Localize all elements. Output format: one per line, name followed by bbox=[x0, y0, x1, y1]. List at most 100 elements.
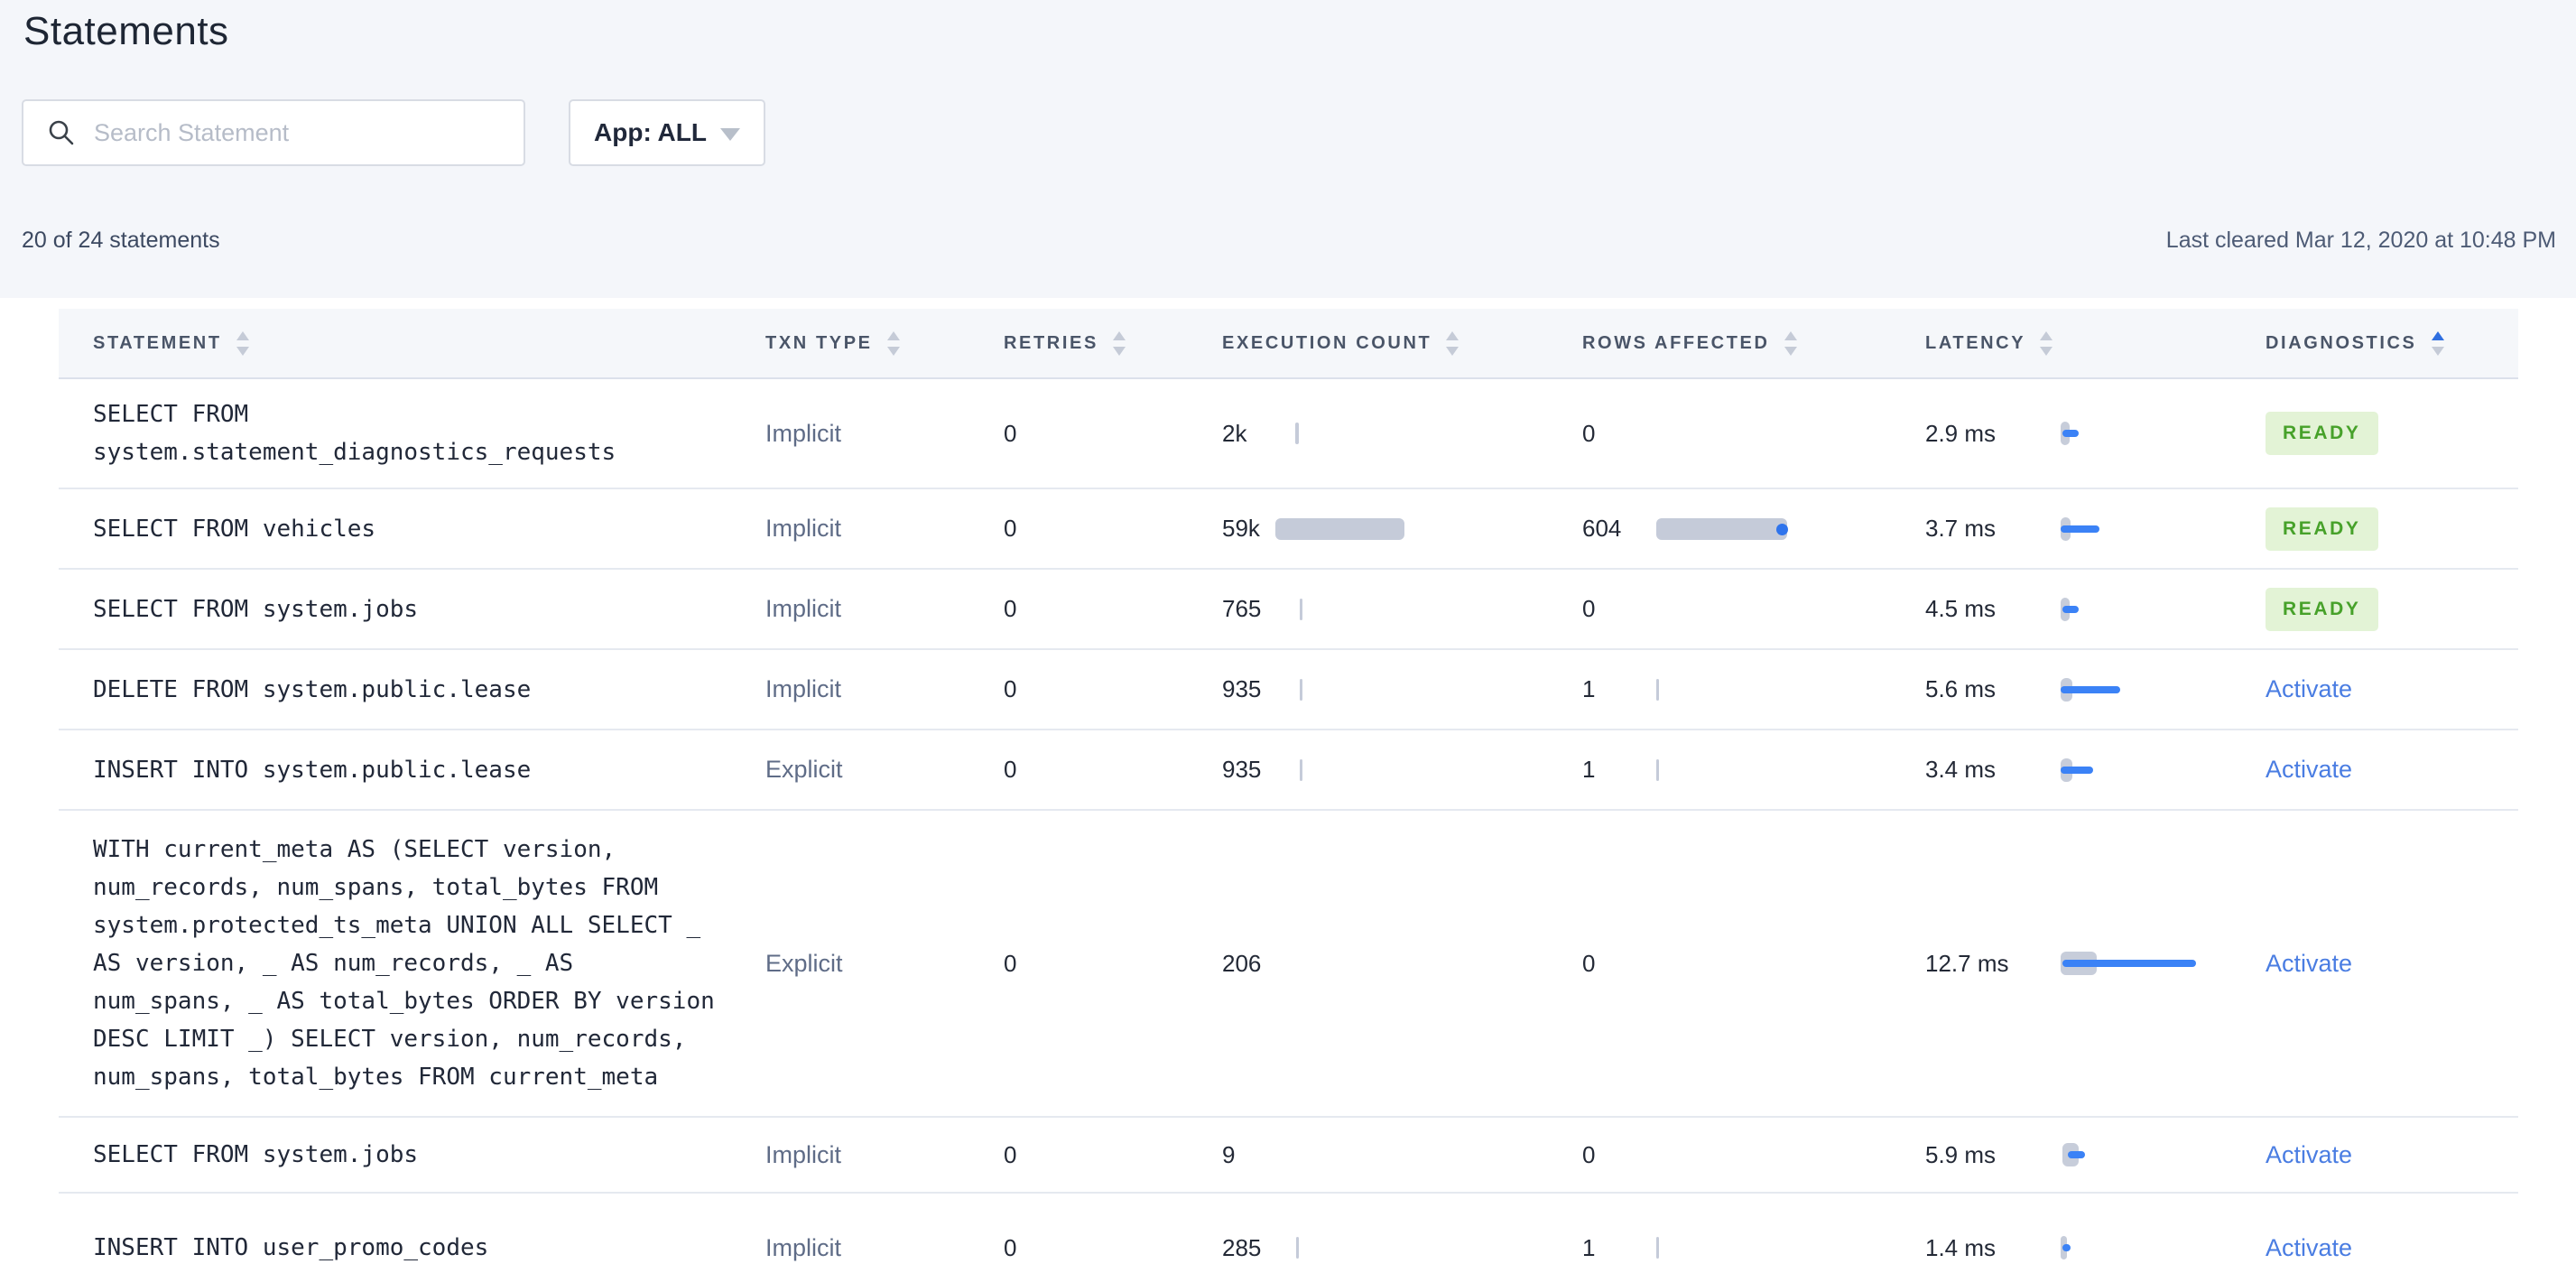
statement-text[interactable]: SELECT FROM vehicles bbox=[93, 515, 376, 543]
column-header-rows-affected[interactable]: ROWS AFFECTED bbox=[1548, 309, 1877, 377]
statement-text[interactable]: SELECT FROM system.statement_diagnostics… bbox=[93, 401, 616, 466]
sort-toggle[interactable] bbox=[1446, 330, 1459, 356]
rows-affected-value: 0 bbox=[1582, 419, 1596, 447]
sort-asc-icon bbox=[1446, 330, 1459, 340]
execution-count-stddev-marker bbox=[1300, 758, 1302, 781]
statement-text[interactable]: SELECT FROM system.jobs bbox=[93, 595, 419, 623]
search-input[interactable] bbox=[94, 118, 514, 147]
sort-toggle[interactable] bbox=[1784, 330, 1797, 356]
sort-toggle[interactable] bbox=[236, 330, 249, 356]
column-header-label: RETRIES bbox=[1004, 332, 1098, 353]
table-meta-row: 20 of 24 statements Last cleared Mar 12,… bbox=[22, 228, 2556, 254]
latency-mean-bar bbox=[2061, 685, 2120, 693]
rows-affected-cell: 1 bbox=[1548, 650, 1877, 729]
latency-mean-bar bbox=[2062, 1244, 2071, 1251]
txn-type-value: Implicit bbox=[765, 1233, 842, 1261]
execution-count-cell: 765 bbox=[1182, 570, 1548, 648]
execution-count-value: 765 bbox=[1222, 595, 1262, 622]
retries-value: 0 bbox=[1004, 595, 1017, 622]
sort-desc-icon bbox=[886, 346, 900, 356]
execution-count-barchart bbox=[1275, 419, 1411, 448]
retries-cell: 0 bbox=[970, 811, 1182, 1116]
sort-toggle[interactable] bbox=[1112, 330, 1126, 356]
page-title: Statements bbox=[23, 9, 229, 53]
activate-diagnostics-link[interactable]: Activate bbox=[2266, 1233, 2353, 1261]
column-header-diagnostics[interactable]: DIAGNOSTICS bbox=[2202, 309, 2518, 377]
sort-desc-icon bbox=[2431, 346, 2444, 356]
sort-toggle[interactable] bbox=[2431, 330, 2444, 356]
rows-affected-value: 1 bbox=[1582, 675, 1596, 702]
column-header-execution-count[interactable]: EXECUTION COUNT bbox=[1182, 309, 1548, 377]
rows-affected-stddev-dot bbox=[1776, 523, 1788, 535]
sort-toggle[interactable] bbox=[2040, 330, 2053, 356]
activate-diagnostics-link[interactable]: Activate bbox=[2266, 949, 2353, 977]
execution-count-value: 285 bbox=[1222, 1233, 1262, 1261]
rows-affected-cell: 0 bbox=[1548, 1118, 1877, 1192]
diagnostics-cell: READY bbox=[2202, 570, 2518, 648]
rows-affected-cell: 1 bbox=[1548, 1194, 1877, 1264]
statement-text[interactable]: INSERT INTO user_promo_codes bbox=[93, 1234, 489, 1261]
latency-cell: 12.7 ms bbox=[1877, 811, 2202, 1116]
statement-text[interactable]: INSERT INTO system.public.lease bbox=[93, 756, 532, 784]
txn-type-value: Explicit bbox=[765, 756, 843, 783]
latency-cell: 5.9 ms bbox=[1877, 1118, 2202, 1192]
column-header-statement[interactable]: STATEMENT bbox=[59, 309, 749, 377]
rows-affected-stddev-marker bbox=[1656, 758, 1659, 781]
execution-count-barchart bbox=[1275, 756, 1411, 785]
column-header-latency[interactable]: LATENCY bbox=[1877, 309, 2202, 377]
txn-type-cell: Implicit bbox=[749, 650, 970, 729]
activate-diagnostics-link[interactable]: Activate bbox=[2266, 675, 2353, 702]
latency-barchart bbox=[2061, 515, 2202, 544]
rows-affected-stddev-marker bbox=[1656, 1237, 1659, 1259]
execution-count-stddev-marker bbox=[1296, 1237, 1299, 1259]
column-header-label: LATENCY bbox=[1925, 332, 2026, 353]
statement-text[interactable]: DELETE FROM system.public.lease bbox=[93, 675, 532, 703]
rows-affected-value: 1 bbox=[1582, 1233, 1596, 1261]
sort-toggle[interactable] bbox=[886, 330, 900, 356]
column-header-txn-type[interactable]: TXN TYPE bbox=[749, 309, 970, 377]
retries-cell: 0 bbox=[970, 570, 1182, 648]
statement-cell: SELECT FROM system.jobs bbox=[59, 570, 749, 648]
sort-asc-icon bbox=[2431, 330, 2444, 340]
sort-desc-icon bbox=[1784, 346, 1797, 356]
sort-asc-icon bbox=[886, 330, 900, 340]
txn-type-value: Implicit bbox=[765, 1140, 842, 1168]
rows-affected-barchart bbox=[1656, 595, 1792, 624]
rows-affected-value: 604 bbox=[1582, 515, 1622, 542]
sort-asc-icon bbox=[1112, 330, 1126, 340]
execution-count-barchart bbox=[1275, 1140, 1411, 1169]
execution-count-value: 935 bbox=[1222, 756, 1262, 783]
sort-desc-icon bbox=[236, 346, 249, 356]
latency-value: 2.9 ms bbox=[1925, 419, 1997, 447]
column-header-label: TXN TYPE bbox=[765, 332, 873, 353]
diagnostics-cell: READY bbox=[2202, 489, 2518, 568]
rows-affected-barchart bbox=[1656, 949, 1792, 978]
retries-value: 0 bbox=[1004, 756, 1017, 783]
statement-text[interactable]: WITH current_meta AS (SELECT version, nu… bbox=[93, 836, 715, 1091]
txn-type-value: Explicit bbox=[765, 949, 843, 977]
txn-type-cell: Explicit bbox=[749, 730, 970, 809]
rows-affected-barchart bbox=[1656, 515, 1792, 544]
app-filter-dropdown[interactable]: App: ALL bbox=[569, 99, 765, 166]
execution-count-cell: 9 bbox=[1182, 1118, 1548, 1192]
sort-desc-icon bbox=[1446, 346, 1459, 356]
rows-affected-barchart bbox=[1656, 675, 1792, 704]
execution-count-barchart bbox=[1275, 595, 1411, 624]
activate-diagnostics-link[interactable]: Activate bbox=[2266, 756, 2353, 783]
latency-barchart bbox=[2061, 949, 2202, 978]
rows-affected-value: 1 bbox=[1582, 756, 1596, 783]
statement-text[interactable]: SELECT FROM system.jobs bbox=[93, 1141, 419, 1168]
column-header-retries[interactable]: RETRIES bbox=[970, 309, 1182, 377]
rows-affected-cell: 1 bbox=[1548, 730, 1877, 809]
rows-affected-value: 0 bbox=[1582, 1140, 1596, 1168]
rows-affected-barchart bbox=[1656, 756, 1792, 785]
latency-barchart bbox=[2061, 756, 2202, 785]
txn-type-cell: Implicit bbox=[749, 379, 970, 488]
execution-count-cell: 935 bbox=[1182, 730, 1548, 809]
execution-count-value: 9 bbox=[1222, 1140, 1236, 1168]
search-box[interactable] bbox=[22, 99, 525, 166]
activate-diagnostics-link[interactable]: Activate bbox=[2266, 1140, 2353, 1168]
diagnostics-ready-badge: READY bbox=[2266, 507, 2378, 551]
rows-affected-cell: 0 bbox=[1548, 570, 1877, 648]
statement-count: 20 of 24 statements bbox=[22, 228, 220, 253]
